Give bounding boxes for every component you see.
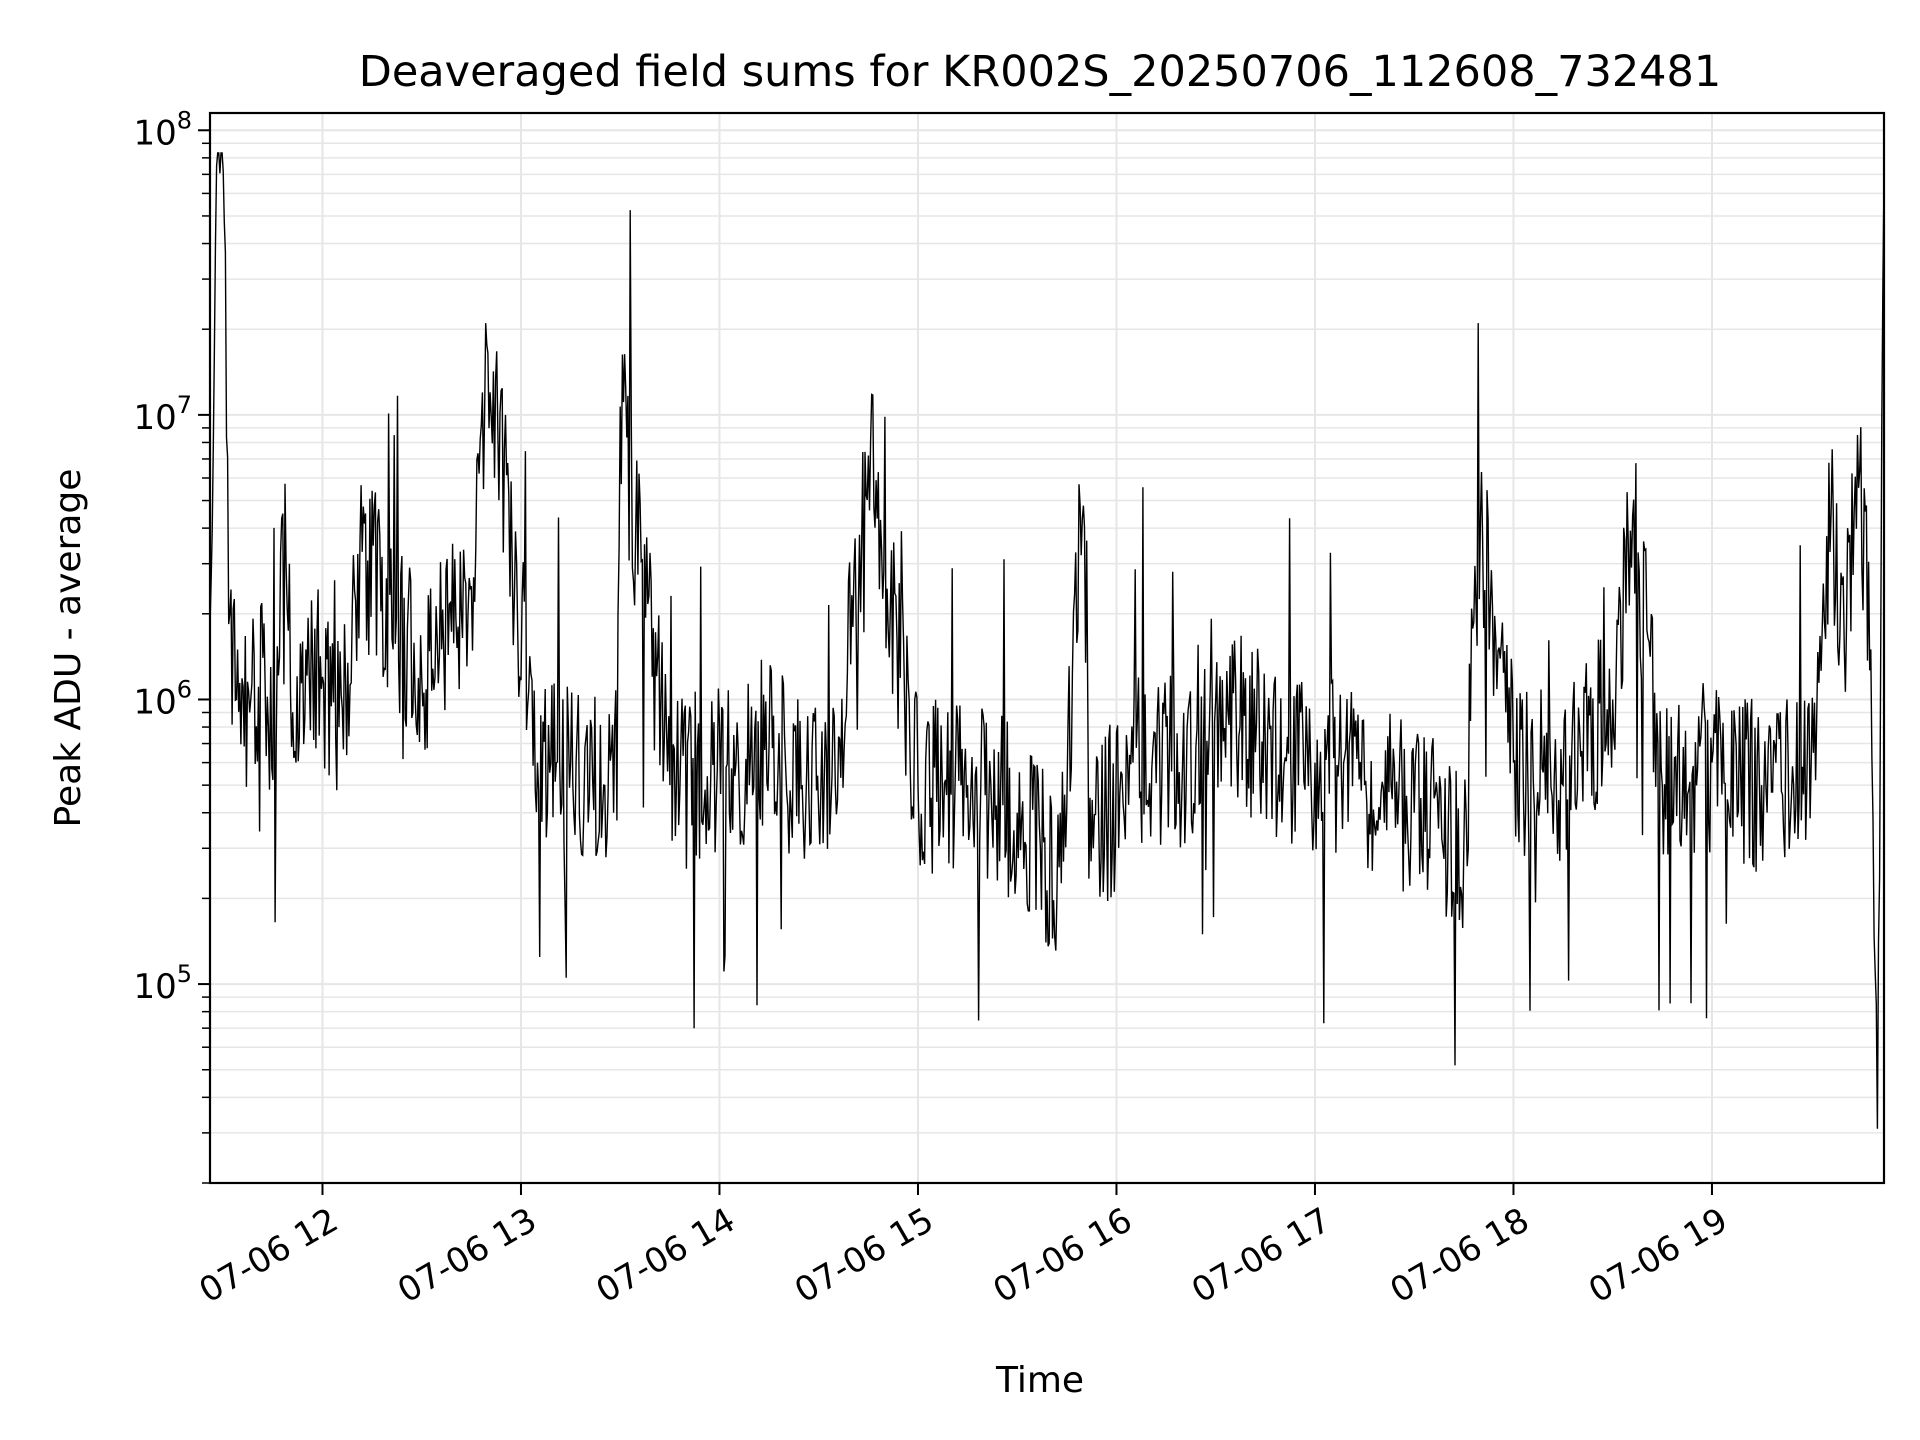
y-tick-label: 107 (133, 391, 192, 438)
y-tick-exponent: 5 (177, 960, 192, 988)
y-tick-label: 105 (133, 960, 192, 1007)
y-tick-exponent: 6 (177, 675, 192, 703)
y-tick-base: 10 (133, 967, 176, 1007)
plot-frame (208, 111, 1886, 1185)
y-axis-label: Peak ADU - average (48, 469, 89, 828)
series-line (209, 152, 1885, 1129)
y-tick-base: 10 (133, 682, 176, 722)
y-tick-exponent: 8 (177, 106, 192, 134)
chart-title: Deaveraged field sums for KR002S_2025070… (359, 47, 1722, 97)
x-axis-label: Time (995, 1360, 1084, 1401)
y-tick-label: 108 (133, 106, 192, 153)
y-tick-label: 106 (133, 675, 192, 722)
y-tick-exponent: 7 (177, 391, 192, 419)
y-tick-base: 10 (133, 398, 176, 438)
y-tick-base: 10 (133, 113, 176, 153)
grid-minor (202, 142, 1884, 1184)
